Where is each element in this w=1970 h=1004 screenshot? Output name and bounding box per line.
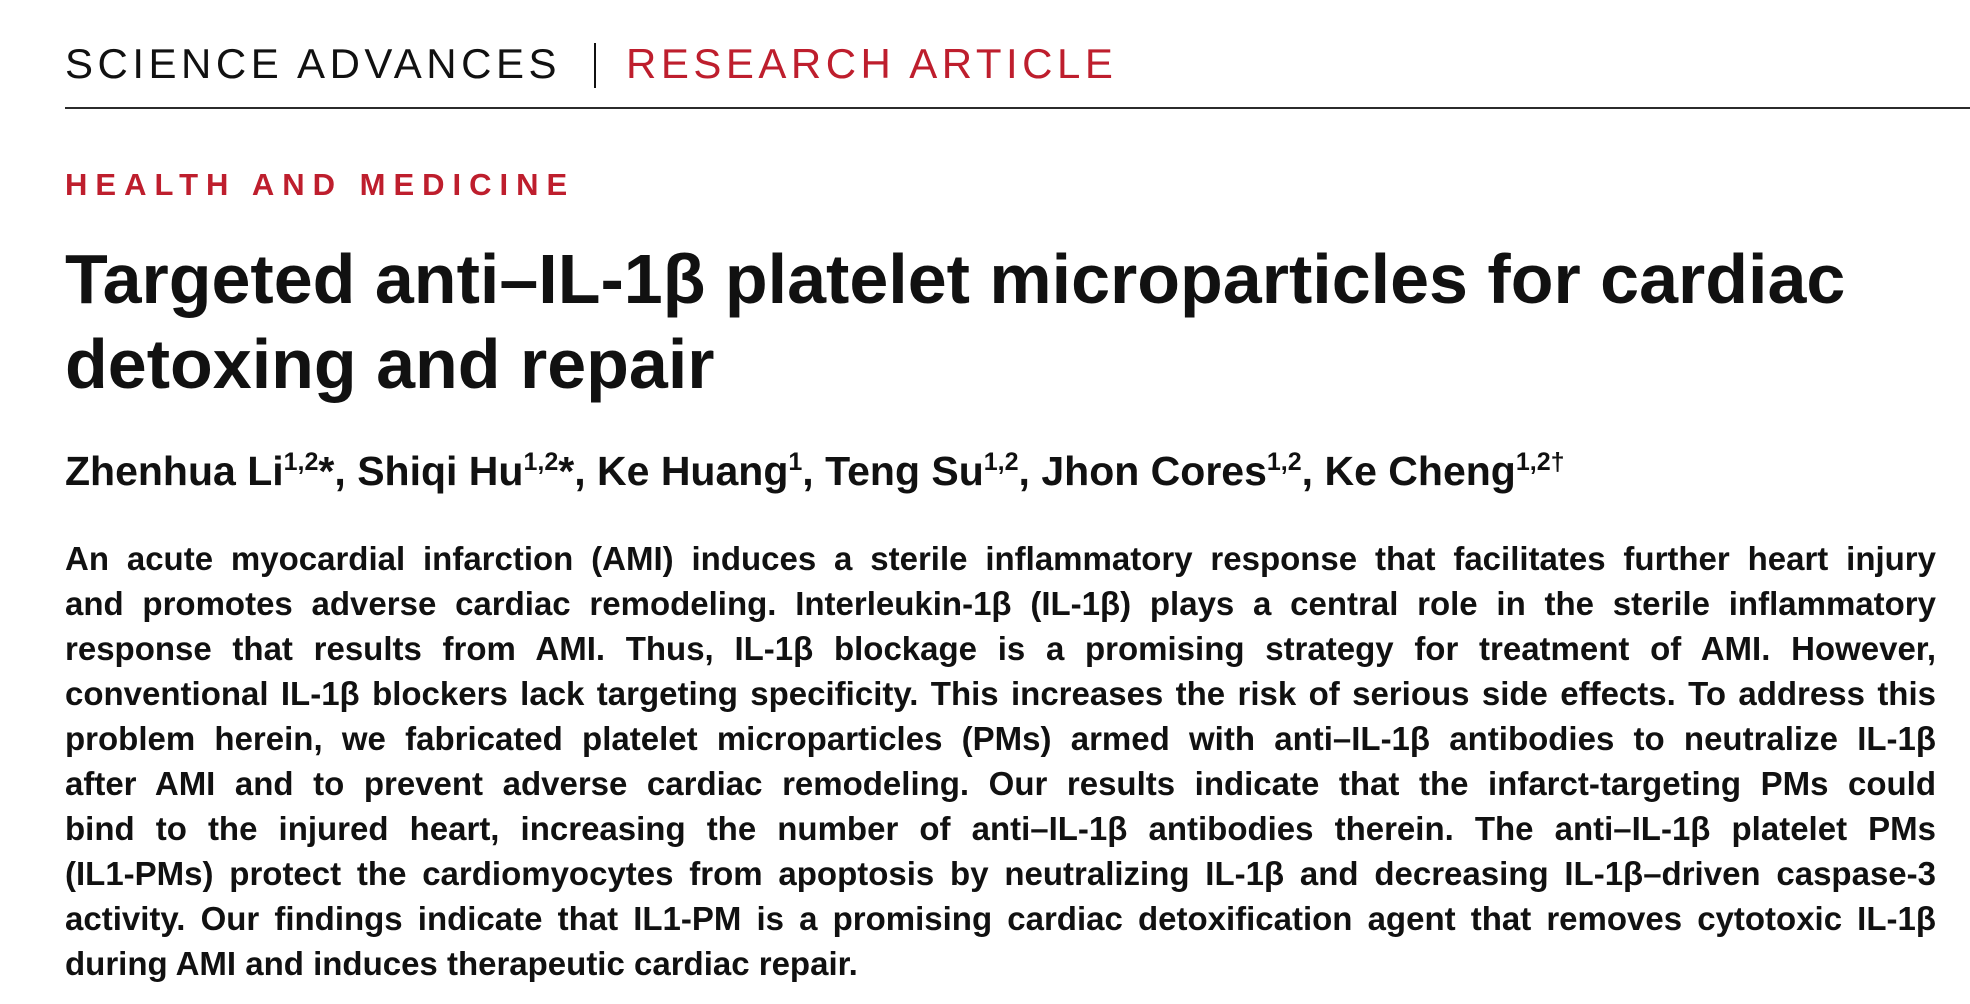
author-name: Zhenhua Li (65, 448, 284, 494)
abstract-line: An acute myocardial infarction (AMI) ind… (65, 540, 1936, 577)
abstract-line: response that results from AMI. Thus, IL… (65, 630, 1936, 667)
affiliation-superscript: 1,2 (283, 448, 319, 476)
abstract: An acute myocardial infarction (AMI) ind… (65, 536, 1936, 986)
affiliation-superscript: 1,2 (983, 448, 1019, 476)
author: Shiqi Hu1,2*, (357, 448, 585, 494)
section-label: HEALTH AND MEDICINE (65, 167, 576, 202)
affiliation-superscript: 1 (788, 448, 803, 476)
author-name: Ke Huang (597, 448, 789, 494)
article-title: Targeted anti–IL-1β platelet micropartic… (65, 237, 1845, 407)
abstract-line: during AMI and induces therapeutic cardi… (65, 945, 858, 982)
affiliation-superscript: 1,2 (523, 448, 559, 476)
abstract-line: problem herein, we fabricated platelet m… (65, 720, 1936, 757)
article-title-line: detoxing and repair (65, 325, 715, 403)
author: Ke Huang1, (597, 448, 814, 494)
journal-name: SCIENCE ADVANCES (65, 40, 561, 87)
affiliation-superscript: 1,2 (1266, 448, 1302, 476)
author-name: Jhon Cores (1041, 448, 1267, 494)
author-name: Ke Cheng (1324, 448, 1516, 494)
author-note-mark: * (318, 448, 335, 494)
author: Jhon Cores1,2, (1041, 448, 1313, 494)
abstract-line: (IL1-PMs) protect the cardiomyocytes fro… (65, 855, 1936, 892)
author: Zhenhua Li1,2*, (65, 448, 346, 494)
abstract-line: activity. Our findings indicate that IL1… (65, 900, 1936, 937)
article-type: RESEARCH ARTICLE (626, 40, 1118, 87)
abstract-line: conventional IL-1β blockers lack targeti… (65, 675, 1936, 712)
abstract-line: and promotes adverse cardiac remodeling.… (65, 585, 1936, 622)
author: Teng Su1,2, (825, 448, 1030, 494)
author-name: Teng Su (825, 448, 984, 494)
author-separator: , (574, 448, 586, 494)
author-list: Zhenhua Li1,2*, Shiqi Hu1,2*, Ke Huang1,… (65, 447, 1565, 495)
author-separator: , (334, 448, 346, 494)
affiliation-superscript: 1,2† (1515, 448, 1565, 476)
article-title-line: Targeted anti–IL-1β platelet micropartic… (65, 240, 1846, 318)
header-divider (594, 43, 596, 88)
author-note-mark: * (558, 448, 575, 494)
author-separator: , (1018, 448, 1030, 494)
header-rule (65, 107, 1970, 109)
author: Ke Cheng1,2† (1324, 448, 1564, 494)
author-name: Shiqi Hu (357, 448, 524, 494)
abstract-line: after AMI and to prevent adverse cardiac… (65, 765, 1936, 802)
author-separator: , (802, 448, 814, 494)
abstract-line: bind to the injured heart, increasing th… (65, 810, 1936, 847)
author-separator: , (1301, 448, 1314, 494)
